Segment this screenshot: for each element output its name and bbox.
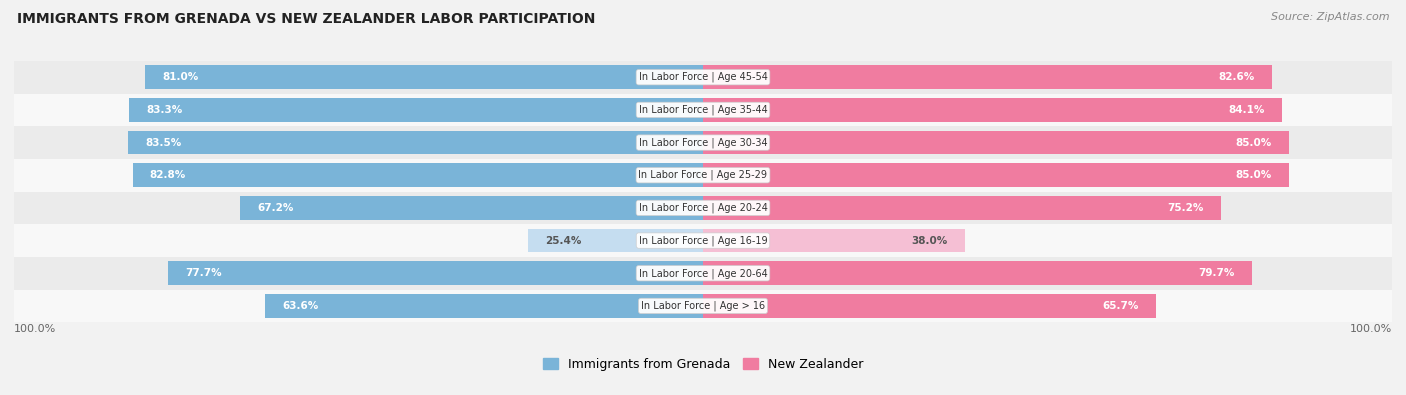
Bar xyxy=(132,164,703,187)
Text: 85.0%: 85.0% xyxy=(1234,170,1271,180)
Text: In Labor Force | Age 45-54: In Labor Force | Age 45-54 xyxy=(638,72,768,83)
Bar xyxy=(703,164,1289,187)
Bar xyxy=(703,229,965,252)
Text: 81.0%: 81.0% xyxy=(162,72,198,82)
Bar xyxy=(14,159,1392,192)
Bar xyxy=(703,98,1282,122)
Text: 67.2%: 67.2% xyxy=(257,203,294,213)
Text: In Labor Force | Age 16-19: In Labor Force | Age 16-19 xyxy=(638,235,768,246)
Bar xyxy=(14,290,1392,322)
Bar xyxy=(703,66,1272,89)
Bar xyxy=(145,66,703,89)
Text: 77.7%: 77.7% xyxy=(186,268,222,278)
Text: In Labor Force | Age 30-34: In Labor Force | Age 30-34 xyxy=(638,137,768,148)
Text: 84.1%: 84.1% xyxy=(1229,105,1265,115)
Text: IMMIGRANTS FROM GRENADA VS NEW ZEALANDER LABOR PARTICIPATION: IMMIGRANTS FROM GRENADA VS NEW ZEALANDER… xyxy=(17,12,595,26)
Bar xyxy=(264,294,703,318)
Text: In Labor Force | Age > 16: In Labor Force | Age > 16 xyxy=(641,301,765,311)
Bar xyxy=(14,61,1392,94)
Bar xyxy=(703,261,1253,285)
Text: In Labor Force | Age 35-44: In Labor Force | Age 35-44 xyxy=(638,105,768,115)
Text: 25.4%: 25.4% xyxy=(546,235,582,246)
Text: 65.7%: 65.7% xyxy=(1102,301,1139,311)
Bar xyxy=(703,294,1156,318)
Bar xyxy=(129,98,703,122)
Text: 63.6%: 63.6% xyxy=(283,301,318,311)
Text: 38.0%: 38.0% xyxy=(911,235,948,246)
Text: In Labor Force | Age 20-24: In Labor Force | Age 20-24 xyxy=(638,203,768,213)
Text: In Labor Force | Age 20-64: In Labor Force | Age 20-64 xyxy=(638,268,768,278)
Bar xyxy=(14,257,1392,290)
Bar xyxy=(167,261,703,285)
Text: Source: ZipAtlas.com: Source: ZipAtlas.com xyxy=(1271,12,1389,22)
Bar xyxy=(14,94,1392,126)
Bar xyxy=(14,224,1392,257)
Text: 82.8%: 82.8% xyxy=(150,170,186,180)
Text: 83.3%: 83.3% xyxy=(146,105,183,115)
Bar xyxy=(14,192,1392,224)
Legend: Immigrants from Grenada, New Zealander: Immigrants from Grenada, New Zealander xyxy=(538,353,868,376)
Bar xyxy=(703,131,1289,154)
Text: 100.0%: 100.0% xyxy=(1350,324,1392,334)
Text: 85.0%: 85.0% xyxy=(1234,137,1271,148)
Text: 83.5%: 83.5% xyxy=(145,137,181,148)
Text: 100.0%: 100.0% xyxy=(14,324,56,334)
Text: In Labor Force | Age 25-29: In Labor Force | Age 25-29 xyxy=(638,170,768,181)
Bar xyxy=(529,229,703,252)
Text: 75.2%: 75.2% xyxy=(1167,203,1204,213)
Bar xyxy=(703,196,1220,220)
Text: 82.6%: 82.6% xyxy=(1219,72,1254,82)
Bar xyxy=(240,196,703,220)
Bar xyxy=(14,126,1392,159)
Text: 79.7%: 79.7% xyxy=(1198,268,1234,278)
Bar xyxy=(128,131,703,154)
